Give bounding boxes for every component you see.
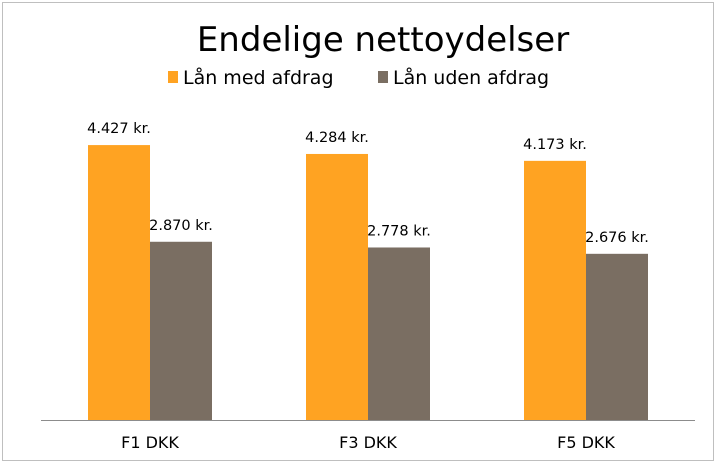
- bar: [368, 247, 430, 420]
- legend-swatch: [378, 71, 388, 83]
- chart-title: Endelige nettoydelser: [197, 20, 569, 60]
- data-label: 2.676 kr.: [585, 230, 649, 246]
- legend-swatch: [168, 71, 178, 83]
- x-axis: F1 DKK F3 DKK F5 DKK: [41, 420, 695, 452]
- legend: Lån med afdrag Lån uden afdrag: [168, 66, 549, 89]
- data-label: 4.284 kr.: [305, 130, 369, 146]
- tick-label: F3 DKK: [339, 433, 397, 452]
- data-label: 2.778 kr.: [367, 223, 431, 239]
- bar: [150, 241, 212, 420]
- legend-label: Lån med afdrag: [183, 66, 334, 89]
- bar: [88, 145, 150, 420]
- tick-label: F1 DKK: [121, 433, 179, 452]
- data-label: 2.870 kr.: [149, 218, 213, 234]
- bar: [306, 153, 368, 420]
- legend-label: Lån uden afdrag: [393, 66, 549, 89]
- bar: [524, 160, 586, 421]
- bar: [586, 253, 648, 420]
- data-label: 4.173 kr.: [523, 137, 587, 153]
- data-label: 4.427 kr.: [87, 121, 151, 137]
- tick-label: F5 DKK: [557, 433, 615, 452]
- bars: 4.427 kr. 2.870 kr. 4.284 kr. 2.778 kr. 4.17…: [87, 121, 649, 421]
